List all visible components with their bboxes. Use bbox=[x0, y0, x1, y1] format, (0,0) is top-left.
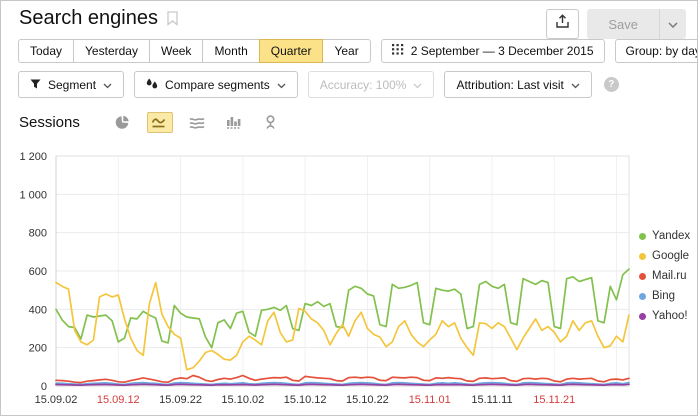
svg-text:15.11.01: 15.11.01 bbox=[409, 394, 451, 406]
tab-quarter[interactable]: Quarter bbox=[258, 39, 324, 63]
series-line-google bbox=[55, 281, 630, 371]
svg-text:400: 400 bbox=[29, 304, 47, 316]
legend-dot bbox=[639, 293, 646, 300]
legend-dot bbox=[639, 253, 646, 260]
compare-segments-button[interactable]: Compare segments bbox=[134, 71, 298, 98]
header-actions: Save bbox=[546, 9, 686, 39]
save-split-button: Save bbox=[587, 9, 686, 39]
calendar-icon bbox=[391, 44, 404, 58]
save-dropdown-button[interactable] bbox=[659, 9, 686, 39]
legend-dot bbox=[639, 273, 646, 280]
accuracy-button[interactable]: Accuracy: 100% bbox=[307, 71, 435, 98]
svg-text:15.10.02: 15.10.02 bbox=[221, 394, 264, 406]
compare-segments-label: Compare segments bbox=[165, 77, 270, 92]
legend-label: Mail.ru bbox=[652, 270, 687, 282]
pie-chart-icon[interactable] bbox=[110, 112, 136, 133]
svg-text:0: 0 bbox=[41, 381, 47, 393]
attribution-button[interactable]: Attribution: Last visit bbox=[444, 71, 592, 98]
tab-yesterday[interactable]: Yesterday bbox=[73, 39, 150, 63]
export-icon bbox=[555, 14, 570, 34]
legend-item-yandex[interactable]: Yandex bbox=[639, 230, 690, 243]
svg-text:15.10.12: 15.10.12 bbox=[284, 394, 327, 406]
save-button[interactable]: Save bbox=[587, 9, 659, 39]
save-button-label: Save bbox=[608, 16, 638, 32]
segment-button[interactable]: Segment bbox=[18, 71, 125, 98]
svg-text:15.11.21: 15.11.21 bbox=[533, 394, 575, 406]
svg-text:1 200: 1 200 bbox=[19, 151, 47, 163]
legend-item-bing[interactable]: Bing bbox=[639, 290, 690, 303]
attribution-label: Attribution: Last visit bbox=[456, 77, 564, 92]
group-by-button[interactable]: Group: by day bbox=[614, 39, 698, 63]
legend-item-mailru[interactable]: Mail.ru bbox=[639, 270, 690, 283]
accuracy-label: Accuracy: 100% bbox=[319, 77, 407, 92]
segment-label: Segment bbox=[48, 77, 97, 92]
tab-year[interactable]: Year bbox=[322, 39, 371, 63]
series-line-yahoo bbox=[55, 383, 630, 387]
chart-legend: Yandex Google Mail.ru Bing Yahoo! bbox=[639, 230, 690, 330]
legend-label: Google bbox=[652, 250, 690, 262]
svg-text:600: 600 bbox=[29, 266, 47, 278]
legend-item-yahoo[interactable]: Yahoo! bbox=[639, 310, 690, 323]
legend-item-google[interactable]: Google bbox=[639, 250, 690, 263]
date-range-label: 2 September — 3 December 2015 bbox=[410, 44, 594, 58]
bookmark-icon[interactable] bbox=[167, 11, 178, 26]
metric-row: Sessions bbox=[19, 112, 284, 133]
legend-label: Yandex bbox=[652, 230, 691, 242]
svg-text:15.10.22: 15.10.22 bbox=[346, 394, 389, 406]
tab-month[interactable]: Month bbox=[202, 39, 260, 63]
svg-text:800: 800 bbox=[29, 228, 47, 240]
legend-dot bbox=[639, 233, 646, 240]
chevron-down-icon bbox=[413, 78, 422, 92]
stacked-area-icon[interactable] bbox=[184, 112, 210, 133]
legend-label: Yahoo! bbox=[652, 310, 688, 322]
period-tabs: Today Yesterday Week Month Quarter Year bbox=[18, 39, 371, 63]
line-chart-icon[interactable] bbox=[146, 112, 173, 133]
svg-text:1 000: 1 000 bbox=[19, 189, 47, 201]
help-icon-label: ? bbox=[608, 79, 615, 90]
svg-text:15.09.12: 15.09.12 bbox=[97, 394, 140, 406]
chevron-down-icon bbox=[571, 78, 580, 92]
compare-drops-icon bbox=[146, 78, 158, 92]
tab-week[interactable]: Week bbox=[148, 39, 204, 63]
chevron-down-icon bbox=[277, 78, 286, 92]
svg-text:200: 200 bbox=[29, 343, 47, 355]
page-title-text: Search engines bbox=[19, 7, 158, 29]
bar-chart-icon[interactable] bbox=[221, 112, 247, 133]
funnel-icon bbox=[30, 78, 41, 92]
map-pin-icon[interactable] bbox=[258, 112, 284, 133]
svg-text:15.11.11: 15.11.11 bbox=[471, 394, 512, 406]
series-line-mailru bbox=[55, 374, 630, 384]
metric-label: Sessions bbox=[19, 114, 80, 131]
export-button[interactable] bbox=[546, 9, 580, 39]
chart-type-switcher bbox=[110, 112, 284, 133]
period-toolbar: Today Yesterday Week Month Quarter Year … bbox=[18, 39, 698, 63]
page-title: Search engines bbox=[19, 7, 178, 30]
sessions-chart[interactable]: 0 200 400 600 800 1 000 1 200 15.09.02 15.09.12 1… bbox=[1, 144, 698, 416]
help-icon[interactable]: ? bbox=[603, 77, 619, 92]
group-by-label: Group: by day bbox=[625, 44, 698, 58]
svg-text:15.09.02: 15.09.02 bbox=[35, 394, 78, 406]
svg-text:15.09.22: 15.09.22 bbox=[159, 394, 202, 406]
chevron-down-icon bbox=[103, 78, 112, 92]
tab-today[interactable]: Today bbox=[18, 39, 75, 63]
legend-dot bbox=[639, 313, 646, 320]
series-line-yandex bbox=[55, 268, 630, 349]
segments-toolbar: Segment Compare segments Accuracy: 100% bbox=[18, 71, 619, 98]
legend-label: Bing bbox=[652, 290, 676, 302]
chevron-down-icon bbox=[668, 15, 678, 33]
date-range-button[interactable]: 2 September — 3 December 2015 bbox=[380, 39, 605, 63]
